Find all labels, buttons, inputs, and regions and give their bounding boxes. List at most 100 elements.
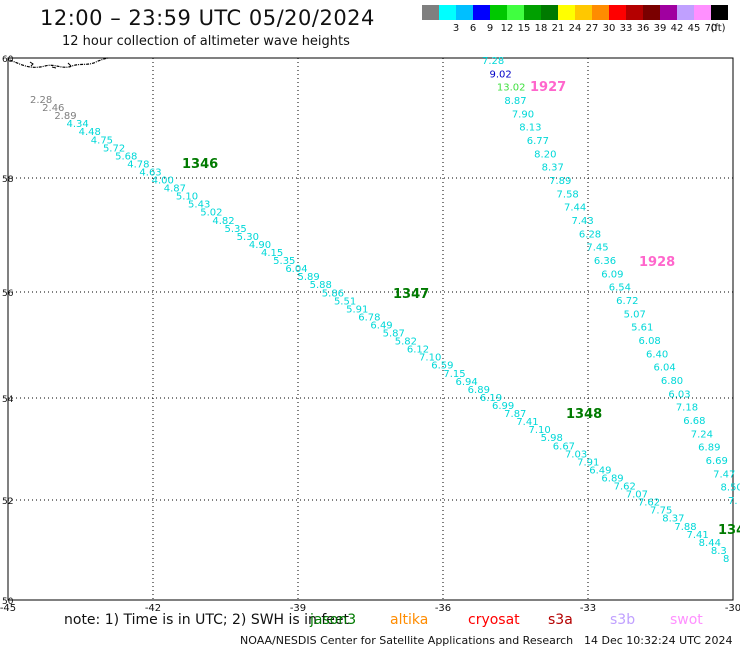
wave-height-label: 6.49 — [589, 465, 611, 476]
wave-height-label: 4.63 — [139, 167, 161, 178]
pass-number-label: 1347 — [393, 287, 429, 302]
legend-label: 45 — [687, 23, 701, 34]
lat-tick-label: 50 — [2, 597, 14, 607]
wave-height-label: 5.43 — [188, 200, 210, 211]
wave-height-label: 6.89 — [698, 443, 720, 454]
wave-height-label: 6.77 — [527, 136, 549, 147]
wave-height-label: 6.72 — [616, 296, 638, 307]
legend-swatch — [422, 5, 439, 20]
legend-label: 27 — [585, 23, 599, 34]
wave-height-label: 8.13 — [519, 123, 541, 134]
wave-height-label: 6.68 — [683, 416, 705, 427]
legend-swatch — [609, 5, 626, 20]
wave-height-label: 5.72 — [103, 143, 125, 154]
wave-height-label: 4.00 — [152, 176, 174, 187]
lat-tick-label: 58 — [2, 175, 14, 185]
page-subtitle: 12 hour collection of altimeter wave hei… — [62, 34, 350, 49]
wave-height-label: 6.12 — [407, 345, 429, 356]
wave-height-label: 6.59 — [431, 361, 453, 372]
wave-height-label: 8 — [723, 554, 729, 565]
legend-swatch — [711, 5, 728, 20]
wave-height-label: 5.61 — [631, 323, 653, 334]
wave-height-label: 7.41 — [516, 417, 538, 428]
wave-height-label: 4.82 — [212, 216, 234, 227]
wave-height-label: 5.35 — [225, 224, 247, 235]
wave-height-label: 8.3 — [711, 546, 727, 557]
wave-height-label: 4.34 — [66, 119, 88, 130]
wave-height-label: 6.04 — [285, 264, 307, 275]
wave-height-label: 5.88 — [310, 280, 332, 291]
wave-height-label: 6.78 — [358, 312, 380, 323]
wave-height-label: 5.87 — [383, 329, 405, 340]
wave-height-label: 6.19 — [480, 393, 502, 404]
note-label: note: 1) Time is in UTC; 2) SWH is in fe… — [64, 612, 350, 628]
footer-date: 14 Dec 10:32:24 UTC 2024 — [584, 634, 733, 647]
wave-height-label: 6.28 — [579, 229, 601, 240]
wave-height-label: 7.91 — [577, 457, 599, 468]
wave-height-label: 7.44 — [564, 203, 586, 214]
wave-height-label: 5.02 — [200, 208, 222, 219]
pass-number-label: 1927 — [530, 80, 566, 95]
wave-height-label: 7.45 — [586, 243, 608, 254]
lat-tick-label: 56 — [2, 289, 14, 299]
wave-height-label: 6.40 — [646, 349, 668, 360]
wave-height-label: 4.78 — [127, 159, 149, 170]
legend-label: 18 — [534, 23, 548, 34]
wave-height-label: 5.35 — [273, 256, 295, 267]
legend-swatch — [524, 5, 541, 20]
legend-label: 30 — [602, 23, 616, 34]
wave-height-label: 6.08 — [639, 336, 661, 347]
legend-label: 6 — [469, 23, 477, 34]
legend-swatch — [575, 5, 592, 20]
wave-height-label: 5.98 — [541, 433, 563, 444]
wave-height-label: 6.94 — [456, 377, 478, 388]
wave-height-label: 6.09 — [601, 269, 623, 280]
wave-height-label: 5.91 — [346, 304, 368, 315]
wave-height-label: 5.51 — [334, 296, 356, 307]
pass-number-label: 134 — [718, 523, 740, 538]
legend-swatch — [541, 5, 558, 20]
wave-height-label: 5.82 — [395, 337, 417, 348]
wave-height-label: 6.04 — [653, 363, 675, 374]
legend-swatch — [473, 5, 490, 20]
satellite-name: jason3 — [310, 612, 357, 628]
legend-swatch — [643, 5, 660, 20]
wave-height-label: 9.02 — [489, 69, 511, 80]
legend-label: 36 — [636, 23, 650, 34]
wave-height-label: 7.88 — [674, 522, 696, 533]
legend-label: 3 — [452, 23, 460, 34]
satellite-name: cryosat — [468, 612, 520, 628]
legend-unit: (ft) — [710, 23, 726, 34]
wave-height-label: 7.24 — [691, 429, 713, 440]
wave-height-label: 8.20 — [534, 149, 556, 160]
legend-label: 24 — [568, 23, 582, 34]
legend-swatch — [490, 5, 507, 20]
coastline-islands — [29, 61, 72, 69]
wave-height-label: 2.89 — [54, 111, 76, 122]
legend-swatch — [626, 5, 643, 20]
pass-number-label: 1928 — [639, 255, 675, 270]
wave-height-label: 8.37 — [662, 514, 684, 525]
legend-swatch — [558, 5, 575, 20]
lon-tick-label: -42 — [145, 603, 161, 614]
wave-height-label: 8.87 — [504, 96, 526, 107]
wave-height-label: 7.10 — [419, 353, 441, 364]
pass-number-label: 1346 — [182, 157, 218, 172]
wave-height-label: 7.62 — [638, 498, 660, 509]
legend-label: 33 — [619, 23, 633, 34]
wave-height-label: 5.07 — [624, 309, 646, 320]
wave-height-label: 7. — [728, 496, 738, 507]
wave-height-label: 5.86 — [322, 288, 344, 299]
wave-height-label: 7.10 — [528, 425, 550, 436]
color-legend: 3 6 9 12 15 18 21 24 27 30 33 36 39 42 45 70 (ft) — [422, 5, 728, 34]
pass-number-label: 1348 — [566, 407, 602, 422]
wave-height-label: 6.54 — [609, 283, 631, 294]
wave-height-label: 7.89 — [549, 176, 571, 187]
wave-height-label: 6.99 — [492, 401, 514, 412]
wave-height-label: 6.69 — [706, 456, 728, 467]
wave-height-label: 6.89 — [601, 473, 623, 484]
satellite-name: s3b — [610, 612, 636, 628]
wave-height-label: 7.28 — [482, 56, 504, 67]
lat-tick-label: 54 — [2, 395, 14, 405]
